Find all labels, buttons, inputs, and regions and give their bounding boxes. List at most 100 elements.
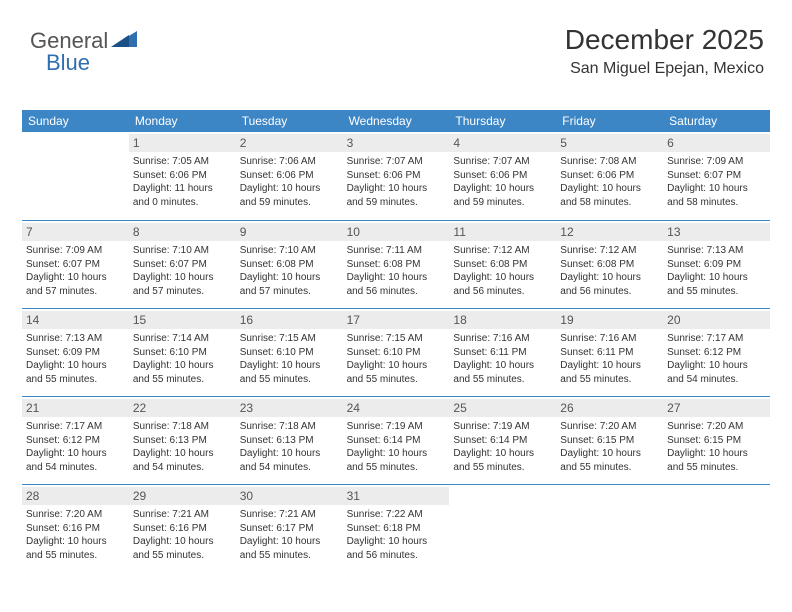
sunset-text: Sunset: 6:17 PM (240, 522, 339, 536)
sunset-text: Sunset: 6:06 PM (453, 169, 552, 183)
calendar-cell: 7Sunrise: 7:09 AMSunset: 6:07 PMDaylight… (22, 220, 129, 308)
daylight-text: Daylight: 10 hours and 55 minutes. (560, 447, 659, 474)
daylight-text: Daylight: 10 hours and 55 minutes. (133, 535, 232, 562)
sunset-text: Sunset: 6:06 PM (560, 169, 659, 183)
daylight-text: Daylight: 10 hours and 54 minutes. (667, 359, 766, 386)
sunrise-text: Sunrise: 7:18 AM (133, 420, 232, 434)
sunset-text: Sunset: 6:06 PM (240, 169, 339, 183)
daylight-text: Daylight: 10 hours and 59 minutes. (453, 182, 552, 209)
day-number: 8 (129, 223, 236, 241)
sunrise-text: Sunrise: 7:05 AM (133, 155, 232, 169)
day-number: 1 (129, 134, 236, 152)
day-number: 27 (663, 399, 770, 417)
calendar-cell: 14Sunrise: 7:13 AMSunset: 6:09 PMDayligh… (22, 308, 129, 396)
sunrise-text: Sunrise: 7:20 AM (560, 420, 659, 434)
daylight-text: Daylight: 10 hours and 59 minutes. (347, 182, 446, 209)
sunrise-text: Sunrise: 7:06 AM (240, 155, 339, 169)
daylight-text: Daylight: 10 hours and 55 minutes. (453, 359, 552, 386)
day-header: Tuesday (236, 110, 343, 132)
day-number: 21 (22, 399, 129, 417)
daylight-text: Daylight: 10 hours and 55 minutes. (667, 271, 766, 298)
day-number: 10 (343, 223, 450, 241)
sunset-text: Sunset: 6:14 PM (347, 434, 446, 448)
sunset-text: Sunset: 6:08 PM (453, 258, 552, 272)
daylight-text: Daylight: 10 hours and 54 minutes. (133, 447, 232, 474)
calendar-cell: 22Sunrise: 7:18 AMSunset: 6:13 PMDayligh… (129, 396, 236, 484)
calendar-cell: 31Sunrise: 7:22 AMSunset: 6:18 PMDayligh… (343, 484, 450, 572)
calendar-cell: 25Sunrise: 7:19 AMSunset: 6:14 PMDayligh… (449, 396, 556, 484)
sunrise-text: Sunrise: 7:21 AM (240, 508, 339, 522)
sunset-text: Sunset: 6:10 PM (240, 346, 339, 360)
sunrise-text: Sunrise: 7:17 AM (667, 332, 766, 346)
daylight-text: Daylight: 11 hours and 0 minutes. (133, 182, 232, 209)
day-number: 11 (449, 223, 556, 241)
calendar-cell: 17Sunrise: 7:15 AMSunset: 6:10 PMDayligh… (343, 308, 450, 396)
day-number: 7 (22, 223, 129, 241)
daylight-text: Daylight: 10 hours and 55 minutes. (240, 535, 339, 562)
calendar-cell: 5Sunrise: 7:08 AMSunset: 6:06 PMDaylight… (556, 132, 663, 220)
sunset-text: Sunset: 6:15 PM (667, 434, 766, 448)
day-number: 13 (663, 223, 770, 241)
day-number: 4 (449, 134, 556, 152)
sunrise-text: Sunrise: 7:21 AM (133, 508, 232, 522)
sunrise-text: Sunrise: 7:09 AM (667, 155, 766, 169)
logo-triangle-icon (111, 29, 137, 49)
sunrise-text: Sunrise: 7:19 AM (347, 420, 446, 434)
day-number: 29 (129, 487, 236, 505)
sunset-text: Sunset: 6:07 PM (667, 169, 766, 183)
daylight-text: Daylight: 10 hours and 55 minutes. (26, 535, 125, 562)
daylight-text: Daylight: 10 hours and 55 minutes. (133, 359, 232, 386)
day-header: Monday (129, 110, 236, 132)
sunrise-text: Sunrise: 7:13 AM (26, 332, 125, 346)
calendar-cell: . (556, 484, 663, 572)
day-number: 14 (22, 311, 129, 329)
sunrise-text: Sunrise: 7:12 AM (453, 244, 552, 258)
daylight-text: Daylight: 10 hours and 55 minutes. (347, 447, 446, 474)
day-header: Thursday (449, 110, 556, 132)
sunset-text: Sunset: 6:11 PM (560, 346, 659, 360)
sunrise-text: Sunrise: 7:16 AM (560, 332, 659, 346)
sunrise-text: Sunrise: 7:07 AM (347, 155, 446, 169)
day-number: 23 (236, 399, 343, 417)
sunset-text: Sunset: 6:16 PM (133, 522, 232, 536)
calendar-cell: 12Sunrise: 7:12 AMSunset: 6:08 PMDayligh… (556, 220, 663, 308)
sunrise-text: Sunrise: 7:07 AM (453, 155, 552, 169)
calendar-cell: 21Sunrise: 7:17 AMSunset: 6:12 PMDayligh… (22, 396, 129, 484)
daylight-text: Daylight: 10 hours and 58 minutes. (667, 182, 766, 209)
day-number: 17 (343, 311, 450, 329)
calendar-cell: 27Sunrise: 7:20 AMSunset: 6:15 PMDayligh… (663, 396, 770, 484)
day-header: Sunday (22, 110, 129, 132)
header-right: December 2025 San Miguel Epejan, Mexico (565, 24, 764, 78)
calendar-cell: 23Sunrise: 7:18 AMSunset: 6:13 PMDayligh… (236, 396, 343, 484)
calendar-cell: 20Sunrise: 7:17 AMSunset: 6:12 PMDayligh… (663, 308, 770, 396)
sunset-text: Sunset: 6:12 PM (667, 346, 766, 360)
calendar-cell: 6 Sunrise: 7:09 AMSunset: 6:07 PMDaylight… (663, 132, 770, 220)
calendar-cell: . (663, 484, 770, 572)
daylight-text: Daylight: 10 hours and 56 minutes. (347, 535, 446, 562)
calendar-cell: 19Sunrise: 7:16 AMSunset: 6:11 PMDayligh… (556, 308, 663, 396)
sunset-text: Sunset: 6:13 PM (240, 434, 339, 448)
daylight-text: Daylight: 10 hours and 58 minutes. (560, 182, 659, 209)
daylight-text: Daylight: 10 hours and 57 minutes. (240, 271, 339, 298)
daylight-text: Daylight: 10 hours and 55 minutes. (453, 447, 552, 474)
daylight-text: Daylight: 10 hours and 57 minutes. (26, 271, 125, 298)
daylight-text: Daylight: 10 hours and 59 minutes. (240, 182, 339, 209)
sunset-text: Sunset: 6:14 PM (453, 434, 552, 448)
sunrise-text: Sunrise: 7:11 AM (347, 244, 446, 258)
sunrise-text: Sunrise: 7:10 AM (133, 244, 232, 258)
day-number: 24 (343, 399, 450, 417)
calendar-cell: 2Sunrise: 7:06 AMSunset: 6:06 PMDaylight… (236, 132, 343, 220)
calendar-cell: . (449, 484, 556, 572)
calendar-cell: 11Sunrise: 7:12 AMSunset: 6:08 PMDayligh… (449, 220, 556, 308)
calendar-cell: 3Sunrise: 7:07 AMSunset: 6:06 PMDaylight… (343, 132, 450, 220)
sunset-text: Sunset: 6:09 PM (667, 258, 766, 272)
day-number: 22 (129, 399, 236, 417)
logo-word2-wrap: Blue (46, 50, 90, 76)
sunrise-text: Sunrise: 7:20 AM (26, 508, 125, 522)
sunset-text: Sunset: 6:16 PM (26, 522, 125, 536)
day-header: Friday (556, 110, 663, 132)
sunrise-text: Sunrise: 7:16 AM (453, 332, 552, 346)
day-number: 6 (663, 134, 770, 152)
location: San Miguel Epejan, Mexico (565, 60, 764, 78)
day-number: 26 (556, 399, 663, 417)
